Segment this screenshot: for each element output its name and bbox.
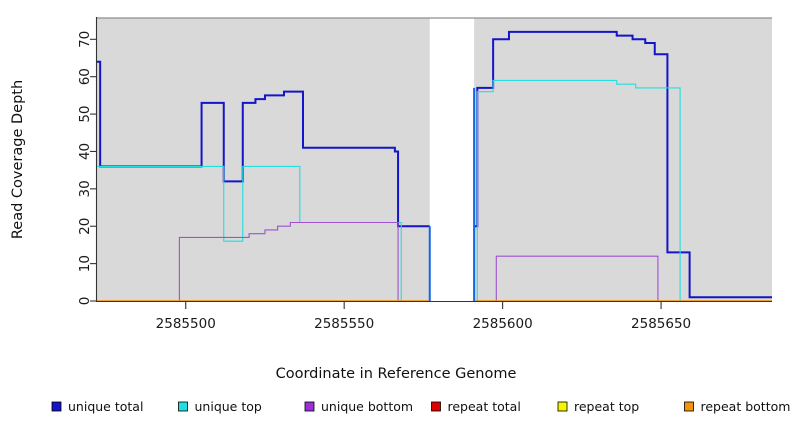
legend-swatch-repeat-top — [557, 401, 568, 412]
legend-swatch-repeat-bottom — [684, 401, 694, 412]
y-axis-title: Read Coverage Depth — [10, 80, 26, 239]
gap-region — [429, 18, 475, 301]
y-tick-label-60: 60 — [77, 68, 93, 85]
x-tick-label-2585650: 2585650 — [631, 316, 691, 332]
y-tick-label-10: 10 — [77, 255, 93, 272]
legend-label-unique-total: unique total — [68, 399, 143, 414]
legend-label-unique-bottom: unique bottom — [321, 399, 413, 414]
y-tick-label-40: 40 — [77, 143, 93, 160]
legend-label-unique-top: unique top — [195, 399, 262, 414]
series-line-unique-bottom — [97, 221, 772, 302]
y-tick-label-70: 70 — [77, 31, 93, 48]
x-tick-label-2585600: 2585600 — [473, 316, 533, 332]
legend-swatch-repeat-total — [431, 401, 441, 412]
y-tick-label-20: 20 — [77, 218, 93, 235]
legend-swatch-unique-total — [51, 401, 62, 412]
x-axis-title: Coordinate in Reference Genome — [276, 366, 517, 382]
legend-swatch-unique-top — [178, 401, 188, 412]
x-tick-label-2585550: 2585550 — [314, 316, 374, 332]
legend-swatch-unique-bottom — [304, 401, 315, 412]
legend-label-repeat-bottom: repeat bottom — [701, 399, 791, 414]
legend-label-repeat-top: repeat top — [574, 399, 639, 414]
legend-label-repeat-total: repeat total — [448, 399, 521, 414]
series-line-unique-total — [97, 30, 772, 299]
y-tick-label-30: 30 — [77, 180, 93, 197]
y-tick-label-50: 50 — [77, 105, 93, 122]
x-tick-label-2585500: 2585500 — [156, 316, 216, 332]
y-tick-label-0: 0 — [77, 297, 93, 306]
